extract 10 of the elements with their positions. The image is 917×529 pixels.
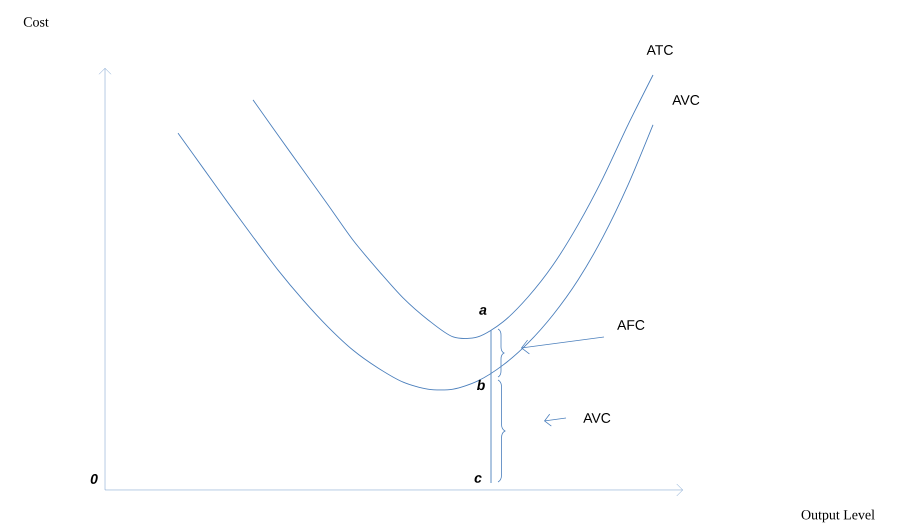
text: 0 xyxy=(90,474,98,484)
annotation: c xyxy=(474,475,482,483)
annotation: b xyxy=(476,380,485,390)
annotation: AVC xyxy=(583,413,610,423)
annotation: a xyxy=(479,307,486,315)
series-label: ATC xyxy=(646,45,673,55)
text: Output Level xyxy=(802,510,875,522)
annotation: AFC xyxy=(617,320,644,330)
text: Cost xyxy=(24,17,49,27)
series-label: AVC xyxy=(672,95,700,105)
